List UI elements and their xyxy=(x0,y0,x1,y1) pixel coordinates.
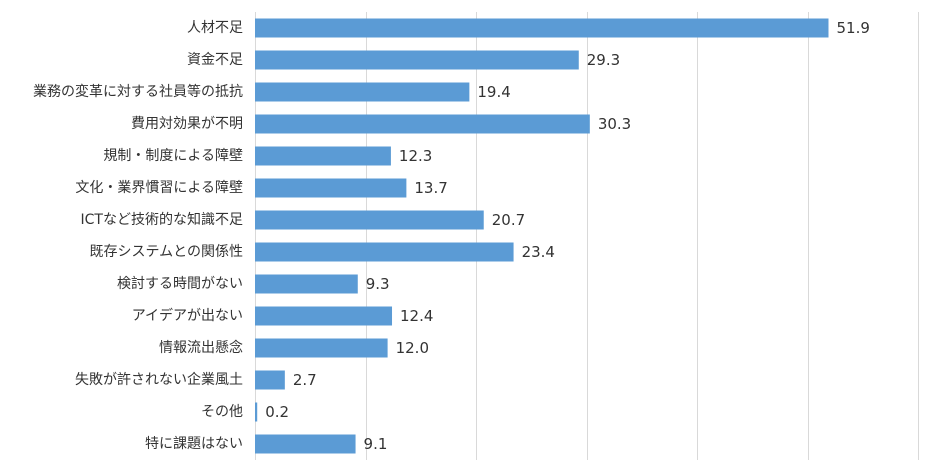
category-labels: 人材不足資金不足業務の変革に対する社員等の抵抗費用対効果が不明規制・制度による障… xyxy=(33,20,243,452)
bar xyxy=(255,402,258,422)
bar xyxy=(255,434,356,454)
category-label: ICTなど技術的な知識不足 xyxy=(81,211,243,228)
value-label: 12.3 xyxy=(399,147,432,165)
value-label: 23.4 xyxy=(522,243,555,261)
value-label: 2.7 xyxy=(293,371,317,389)
category-label: アイデアが出ない xyxy=(132,307,243,324)
category-label: 検討する時間がない xyxy=(117,276,243,292)
bar xyxy=(255,306,393,326)
bars xyxy=(255,18,829,454)
bar xyxy=(255,18,829,38)
value-label: 9.3 xyxy=(366,275,390,293)
bar xyxy=(255,242,514,262)
category-label: 文化・業界慣習による障壁 xyxy=(75,179,243,196)
category-label: 人材不足 xyxy=(187,20,243,36)
category-label: 資金不足 xyxy=(187,52,243,68)
bar xyxy=(255,274,358,294)
category-label: 特に課題はない xyxy=(145,436,243,452)
value-label: 20.7 xyxy=(492,211,525,229)
value-label: 12.0 xyxy=(396,339,429,357)
bar xyxy=(255,178,407,198)
bar xyxy=(255,50,579,70)
bar xyxy=(255,370,285,390)
value-label: 19.4 xyxy=(477,83,510,101)
category-label: 規制・制度による障壁 xyxy=(103,148,243,164)
value-label: 9.1 xyxy=(364,435,388,453)
category-label: その他 xyxy=(201,404,243,420)
bar xyxy=(255,82,470,102)
value-label: 12.4 xyxy=(400,307,433,325)
category-label: 失敗が許されない企業風土 xyxy=(75,371,243,388)
value-label: 0.2 xyxy=(265,403,289,421)
value-label: 30.3 xyxy=(598,115,631,133)
value-labels: 51.9 29.3 19.4 30.3 12.3 13.7 20.7 23.4 9.3 12.4 1… xyxy=(265,19,870,453)
bar xyxy=(255,114,590,134)
bar xyxy=(255,146,391,166)
category-label: 既存システムとの関係性 xyxy=(90,244,243,260)
value-label: 51.9 xyxy=(836,19,869,37)
value-label: 29.3 xyxy=(587,51,620,69)
value-label: 13.7 xyxy=(414,179,447,197)
bar xyxy=(255,338,388,358)
bar xyxy=(255,210,484,230)
category-label: 費用対効果が不明 xyxy=(131,116,243,132)
gridlines xyxy=(255,12,919,460)
category-label: 業務の変革に対する社員等の抵抗 xyxy=(33,83,243,100)
category-label: 情報流出懸念 xyxy=(159,339,243,356)
